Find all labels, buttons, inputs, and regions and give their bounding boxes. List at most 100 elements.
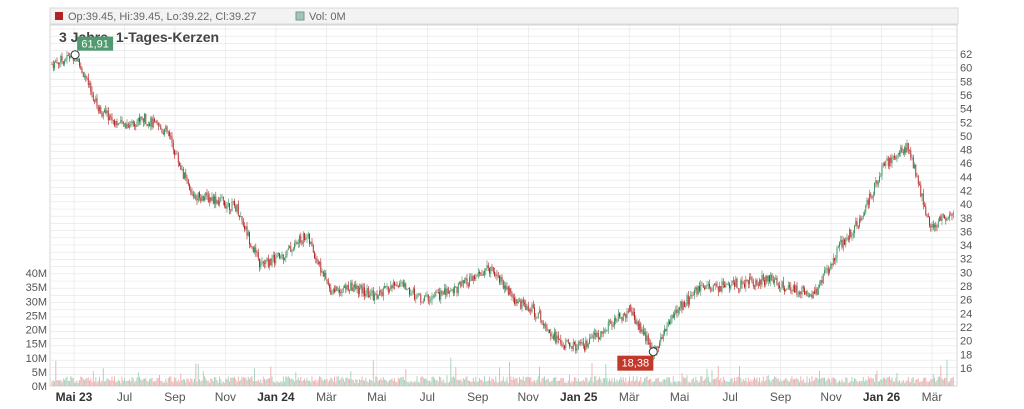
candle-body <box>746 280 748 281</box>
candle-body <box>756 280 758 285</box>
volume-bar <box>816 377 818 386</box>
volume-bar <box>106 378 108 386</box>
volume-bar <box>765 380 767 386</box>
candle-body <box>704 287 705 290</box>
candle-body <box>609 320 610 322</box>
candle-body <box>444 288 445 295</box>
candle-body <box>142 118 144 123</box>
candle-body <box>942 214 944 216</box>
candle-body <box>821 280 823 283</box>
volume-bar <box>672 376 674 386</box>
volume-bar <box>470 382 472 386</box>
candle-body <box>629 305 630 312</box>
candle-body <box>484 270 485 276</box>
volume-bar <box>690 382 692 386</box>
volume-bar <box>811 376 813 386</box>
volume-bar <box>57 380 59 386</box>
candle-body <box>470 276 472 277</box>
candle-body <box>157 123 159 127</box>
candle-body <box>51 64 53 65</box>
candle-body <box>860 218 862 221</box>
candle-body <box>130 124 132 126</box>
volume-bar <box>249 379 250 386</box>
candle-body <box>427 294 429 302</box>
candle-body <box>327 281 329 286</box>
candle-body <box>205 192 207 197</box>
volume-bar <box>722 376 724 386</box>
volume-bar <box>420 377 422 386</box>
volume-bar <box>499 367 500 386</box>
volume-bar <box>446 375 448 386</box>
volume-bar <box>757 382 759 386</box>
candle-body <box>685 305 687 307</box>
candle-body <box>850 229 852 237</box>
candle-body <box>551 335 553 337</box>
candle-body <box>874 182 875 195</box>
volume-bar <box>889 376 890 386</box>
volume-bar <box>805 382 807 386</box>
volume-bar <box>521 379 523 386</box>
candle-body <box>775 277 777 280</box>
volume-bar <box>244 378 245 386</box>
volume-bar <box>797 379 799 386</box>
volume-bar <box>639 380 640 386</box>
candle-body <box>132 121 134 124</box>
candle-body <box>871 196 873 198</box>
volume-bar <box>857 382 859 386</box>
price-tick-label: 42 <box>960 186 972 198</box>
candle-body <box>576 347 578 351</box>
volume-bar <box>461 381 463 386</box>
candle-body <box>100 106 102 114</box>
candle-body <box>689 296 690 305</box>
volume-bar <box>309 380 310 386</box>
volume-bar <box>59 380 60 386</box>
volume-bar <box>517 382 519 386</box>
candle-body <box>357 285 359 294</box>
candle-body <box>225 205 227 209</box>
candle-body <box>352 287 354 292</box>
candle-body <box>320 261 322 273</box>
volume-bar <box>590 377 592 386</box>
candle-body <box>607 321 609 330</box>
volume-bar <box>781 381 783 386</box>
candle-body <box>511 293 513 297</box>
candle-body <box>77 58 79 62</box>
volume-bar <box>647 380 649 386</box>
volume-bar <box>552 378 554 386</box>
volume-bar <box>725 382 727 386</box>
volume-bar <box>846 378 848 386</box>
candle-body <box>579 342 580 343</box>
candle-body <box>196 198 198 201</box>
volume-bar <box>201 380 203 386</box>
volume-bar <box>477 381 479 386</box>
volume-bar <box>800 376 802 386</box>
candle-body <box>895 157 897 159</box>
volume-bar <box>850 381 852 386</box>
volume-bar <box>219 376 220 386</box>
candle-body <box>440 290 442 300</box>
candle-body <box>91 91 93 95</box>
candle-body <box>537 312 539 318</box>
volume-bar <box>542 377 544 386</box>
candle-body <box>632 311 634 315</box>
price-tick-label: 50 <box>960 131 972 143</box>
candle-body <box>870 193 872 197</box>
volume-bar <box>66 376 68 386</box>
volume-bar <box>769 379 770 386</box>
volume-bar <box>622 377 624 386</box>
volume-bar <box>522 376 524 386</box>
volume-bar <box>155 381 157 386</box>
candle-body <box>931 224 933 228</box>
candle-body <box>179 162 180 166</box>
volume-bar <box>280 381 282 386</box>
candle-body <box>897 152 899 155</box>
volume-bar <box>560 378 562 386</box>
volume-bar <box>199 379 200 386</box>
candle-body <box>952 212 954 216</box>
candle-body <box>252 246 254 252</box>
candle-body <box>790 287 792 291</box>
volume-bar <box>342 378 344 386</box>
candle-body <box>102 112 104 117</box>
volume-bar <box>67 380 69 386</box>
candle-body <box>640 323 642 332</box>
